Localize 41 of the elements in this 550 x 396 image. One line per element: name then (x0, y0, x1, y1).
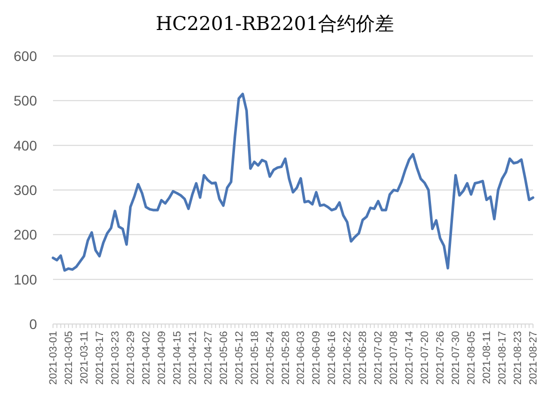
x-tick-label: 2021-05-12 (233, 330, 246, 385)
x-tick-label: 2021-04-27 (202, 330, 214, 385)
y-tick-label: 600 (14, 48, 38, 64)
x-tick-label: 2021-04-09 (156, 330, 168, 385)
x-tick-label: 2021-03-05 (62, 330, 75, 385)
x-tick-label: 2021-08-05 (466, 330, 478, 385)
y-tick-label: 0 (29, 316, 38, 332)
x-tick-label: 2021-05-18 (248, 330, 261, 385)
x-tick-label: 2021-03-29 (124, 330, 137, 385)
x-tick-label: 2021-06-28 (357, 330, 370, 385)
x-tick-label: 2021-08-11 (481, 330, 494, 384)
x-tick-label: 2021-06-16 (326, 330, 338, 385)
y-tick-label: 200 (14, 226, 38, 243)
x-tick-label: 2021-03-17 (94, 330, 106, 385)
x-tick-label: 2021-07-14 (404, 330, 416, 385)
x-tick-label: 2021-05-24 (264, 330, 276, 385)
y-tick-label: 400 (14, 137, 38, 154)
x-tick-label: 2021-05-28 (280, 330, 292, 385)
x-tick-label: 2021-03-01 (48, 330, 60, 385)
x-tick-label: 2021-07-02 (372, 330, 385, 385)
x-tick-label: 2021-05-06 (218, 330, 230, 385)
x-tick-label: 2021-08-23 (512, 330, 524, 385)
y-tick-label: 100 (14, 271, 38, 288)
x-tick-label: 2021-07-26 (434, 330, 447, 385)
x-tick-label: 2021-03-23 (109, 330, 122, 385)
y-tick-label: 500 (14, 92, 38, 109)
x-tick-label: 2021-06-22 (342, 330, 354, 385)
x-tick-label: 2021-07-08 (388, 330, 400, 385)
x-tick-label: 2021-08-27 (528, 330, 540, 385)
x-tick-label: 2021-06-09 (310, 330, 323, 385)
x-tick-label: 2021-08-17 (496, 330, 509, 385)
x-tick-label: 2021-07-30 (450, 330, 462, 385)
x-tick-label: 2021-03-11 (78, 330, 90, 384)
x-tick-label: 2021-07-20 (419, 330, 432, 385)
line-series (52, 92, 534, 272)
x-tick-label: 2021-04-21 (186, 330, 199, 385)
x-tick-label: 2021-06-03 (295, 330, 308, 385)
x-tick-label: 2021-04-15 (171, 330, 184, 385)
x-tick-label: 2021-04-02 (140, 330, 152, 385)
y-tick-label: 300 (14, 182, 38, 198)
chart-title: HC2201-RB2201合约价差 (156, 13, 394, 35)
